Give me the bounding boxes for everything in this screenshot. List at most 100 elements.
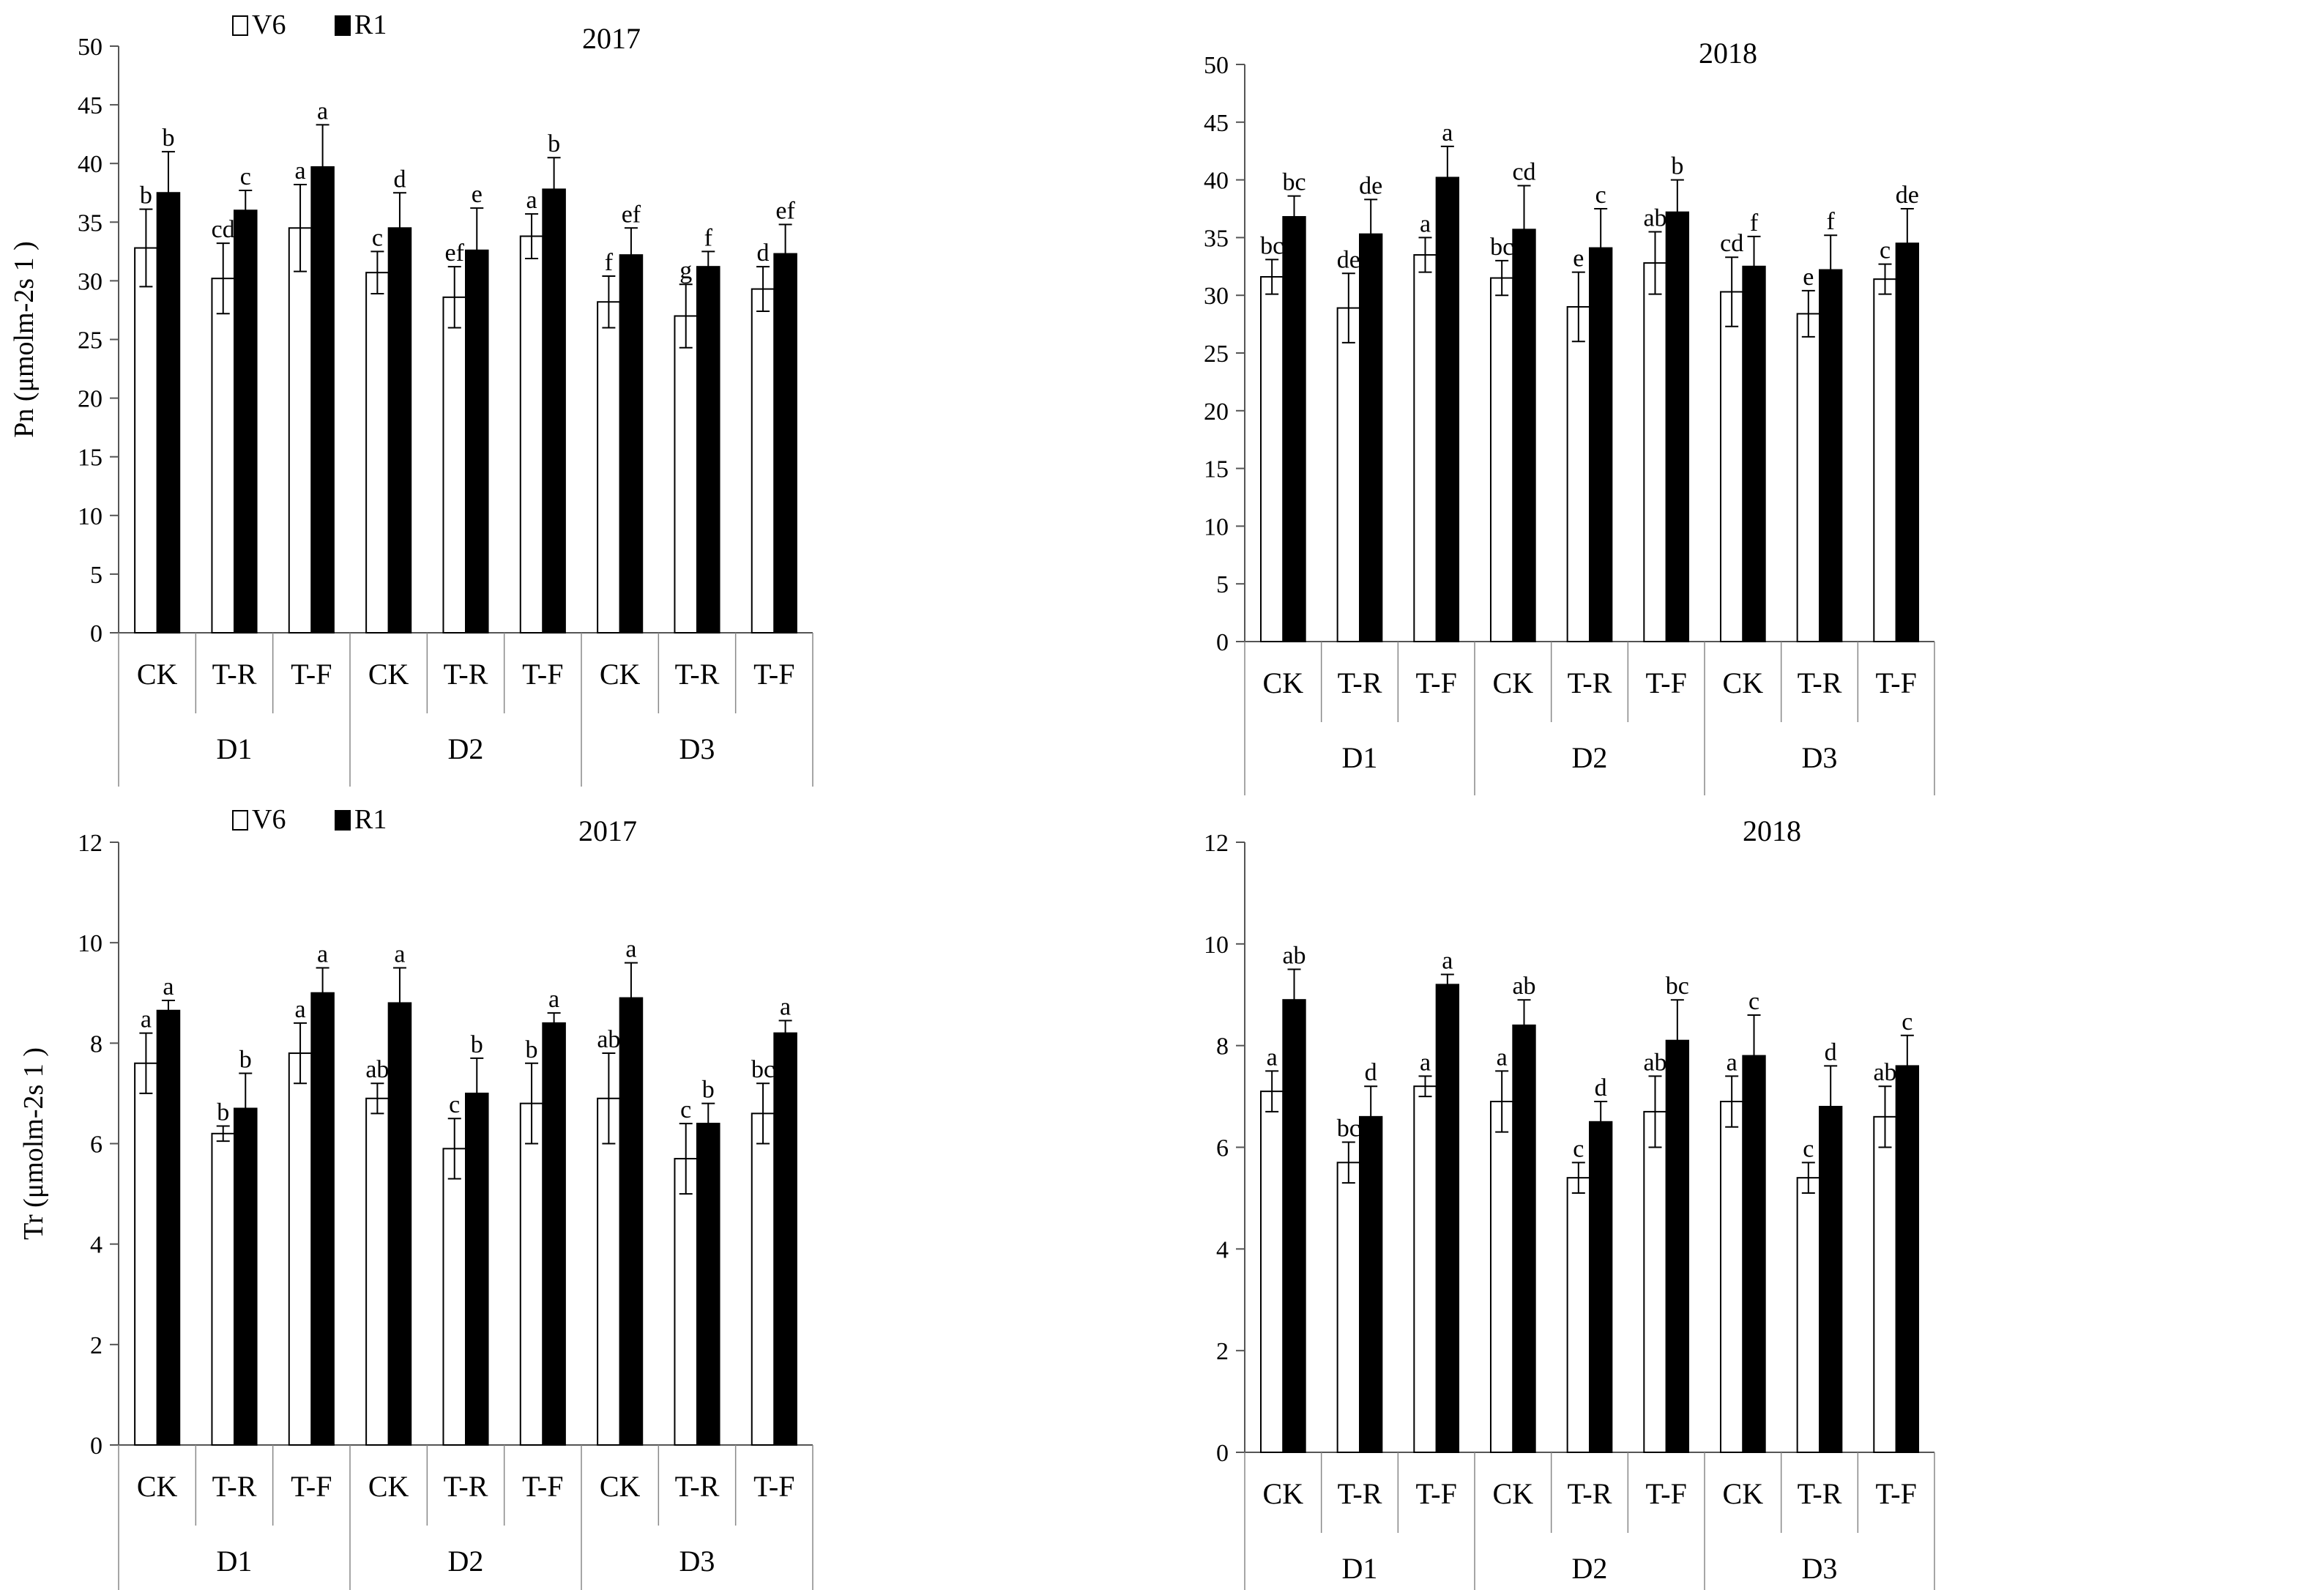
significance-label: b — [1671, 153, 1683, 180]
bar-r1 — [465, 1092, 489, 1446]
chart-title: 2017 — [582, 22, 641, 55]
significance-label: f — [1750, 209, 1759, 237]
y-tick-label: 6 — [1216, 1135, 1229, 1162]
y-tick-label: 10 — [1204, 513, 1229, 540]
significance-label: c — [1803, 1135, 1814, 1162]
bar-r1 — [234, 209, 258, 634]
y-tick-label: 20 — [1204, 398, 1229, 426]
significance-label: de — [1359, 172, 1382, 199]
category-label: T-R — [675, 1470, 720, 1503]
significance-label: ab — [1282, 943, 1306, 970]
significance-label: b — [162, 125, 174, 152]
bar-v6 — [1566, 1177, 1591, 1454]
bar-v6 — [1259, 275, 1284, 642]
significance-label: c — [240, 163, 251, 190]
bar-r1 — [1819, 1105, 1843, 1453]
bar-v6 — [1643, 262, 1667, 642]
significance-label: a — [1442, 947, 1453, 974]
significance-label: d — [1825, 1039, 1837, 1066]
group-label: D2 — [448, 1545, 484, 1578]
significance-label: a — [1727, 1049, 1738, 1076]
significance-label: ab — [597, 1026, 620, 1053]
significance-label: ef — [622, 201, 641, 228]
category-label: CK — [600, 1470, 641, 1503]
category-label: T-R — [1798, 1477, 1842, 1510]
bar-r1 — [1512, 1024, 1536, 1453]
significance-label: ab — [1643, 1049, 1666, 1076]
bar-v6 — [442, 296, 466, 634]
significance-label: a — [295, 996, 306, 1023]
bar-v6 — [1566, 305, 1591, 642]
bar-v6 — [751, 1112, 775, 1446]
category-label: CK — [137, 658, 178, 691]
legend-label: R1 — [354, 804, 387, 835]
category-label: CK — [368, 1470, 409, 1503]
bar-r1 — [1589, 247, 1613, 643]
bar-v6 — [288, 1052, 313, 1446]
significance-label: ef — [445, 239, 465, 267]
significance-label: ef — [775, 198, 795, 225]
group-label: D1 — [1342, 1552, 1378, 1585]
group-label: D3 — [679, 732, 715, 765]
category-label: T-F — [1876, 666, 1917, 699]
significance-label: c — [1880, 237, 1891, 264]
significance-label: a — [163, 973, 174, 1000]
bar-r1 — [1742, 265, 1766, 642]
y-tick-label: 25 — [78, 327, 103, 354]
bar-v6 — [1413, 1085, 1437, 1453]
bar-r1 — [1895, 1065, 1920, 1453]
significance-label: a — [1497, 1044, 1508, 1071]
bar-r1 — [1282, 216, 1306, 643]
significance-label: b — [140, 182, 152, 209]
bar-v6 — [1643, 1110, 1667, 1453]
y-tick-label: 40 — [78, 151, 103, 178]
significance-label: b — [217, 1099, 229, 1126]
legend-swatch-v6 — [232, 15, 248, 36]
bar-r1 — [387, 1002, 412, 1446]
bar-v6 — [134, 247, 158, 634]
bar-v6 — [365, 1097, 390, 1446]
y-tick-label: 35 — [78, 209, 103, 237]
legend: V6 R1 — [232, 10, 387, 40]
category-label: T-R — [1338, 666, 1382, 699]
significance-label: b — [548, 130, 560, 157]
y-tick-label: 35 — [1204, 225, 1229, 252]
significance-label: bc — [1282, 169, 1306, 196]
category-label: T-R — [1798, 666, 1842, 699]
significance-label: c — [372, 224, 383, 251]
category-label: T-R — [1338, 1477, 1382, 1510]
y-tick-label: 5 — [90, 562, 103, 589]
significance-label: e — [472, 181, 483, 208]
legend-swatch-r1 — [335, 810, 351, 831]
significance-label: c — [1595, 182, 1606, 209]
y-tick-label: 50 — [78, 34, 103, 61]
y-axis-label: Tr (μmolm-2s 1 ) — [18, 1047, 49, 1240]
significance-label: cd — [212, 216, 235, 243]
bar-v6 — [1336, 1162, 1360, 1453]
category-label: T-F — [1646, 666, 1687, 699]
significance-label: f — [1827, 208, 1836, 235]
significance-label: a — [548, 986, 559, 1013]
y-tick-label: 15 — [1204, 456, 1229, 483]
significance-label: f — [704, 224, 713, 251]
y-tick-label: 45 — [1204, 110, 1229, 137]
bar-v6 — [1796, 313, 1821, 642]
significance-label: e — [1803, 264, 1814, 291]
y-tick-label: 10 — [78, 503, 103, 530]
significance-label: ab — [1643, 205, 1666, 232]
y-axis-label: Pn (μmolm-2s 1 ) — [9, 241, 40, 437]
significance-label: cd — [1720, 230, 1743, 257]
group-label: D1 — [217, 1545, 253, 1578]
y-tick-label: 10 — [78, 930, 103, 957]
legend-label: V6 — [252, 10, 286, 40]
y-tick-label: 5 — [1216, 571, 1229, 598]
legend-label: V6 — [252, 804, 286, 835]
group-label: D2 — [448, 732, 484, 765]
bar-r1 — [1512, 229, 1536, 643]
y-tick-label: 10 — [1204, 932, 1229, 959]
bar-r1 — [542, 1022, 566, 1446]
bar-r1 — [310, 992, 335, 1446]
bar-r1 — [156, 1009, 181, 1446]
y-tick-label: 0 — [90, 620, 103, 647]
significance-label: a — [295, 157, 306, 185]
